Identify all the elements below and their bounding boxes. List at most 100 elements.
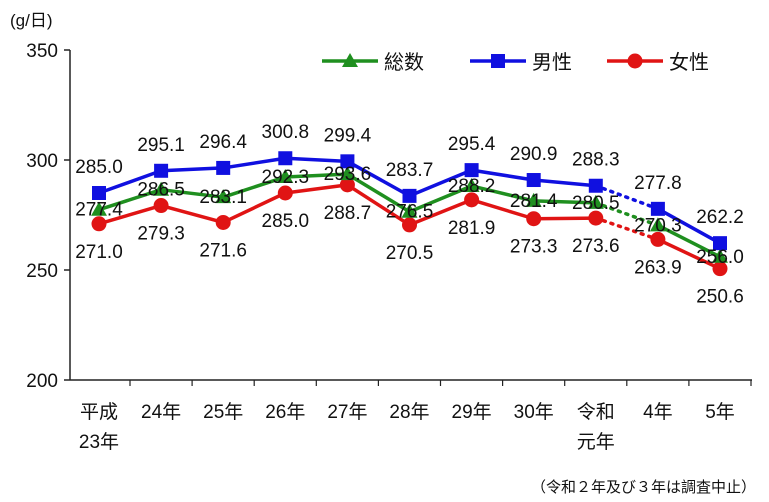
data-label: 262.2 xyxy=(696,207,744,228)
data-point-triangle xyxy=(712,248,728,263)
data-point-triangle xyxy=(525,192,542,207)
data-label: 293.6 xyxy=(324,164,372,185)
data-point-circle xyxy=(402,217,417,233)
data-point-square xyxy=(340,154,355,169)
series-line-総数 xyxy=(408,184,473,214)
x-tick-label: 元年 xyxy=(577,431,615,453)
data-point-square xyxy=(216,160,231,175)
y-tick-label: 250 xyxy=(26,261,58,282)
series-line-女性 xyxy=(594,216,660,242)
data-point-circle xyxy=(339,177,355,193)
series-line-総数 xyxy=(471,184,535,203)
series-line-男性 xyxy=(594,183,660,211)
data-point-circle xyxy=(153,198,169,214)
series-line-男性 xyxy=(222,156,286,170)
data-label: 296.4 xyxy=(199,132,247,153)
x-tick-label: 24年 xyxy=(141,401,181,423)
data-label: 281.4 xyxy=(510,191,558,212)
data-label: 277.4 xyxy=(75,200,123,221)
series-line-女性 xyxy=(533,216,596,221)
y-tick-label: 300 xyxy=(26,151,58,172)
data-label: 299.4 xyxy=(324,125,372,146)
data-point-triangle xyxy=(401,203,418,218)
data-point-circle xyxy=(277,185,293,201)
data-label: 271.0 xyxy=(75,242,123,263)
x-tick-label: 27年 xyxy=(327,401,367,423)
y-tick-label: 350 xyxy=(26,41,58,62)
series-line-女性 xyxy=(285,183,348,195)
data-label: 250.6 xyxy=(696,287,744,308)
data-label: 277.8 xyxy=(634,173,682,194)
series-line-女性 xyxy=(160,203,224,225)
series-line-総数 xyxy=(594,201,660,228)
data-point-triangle xyxy=(277,168,294,183)
data-point-square xyxy=(713,236,727,251)
data-label: 271.6 xyxy=(199,240,247,261)
x-tick-label: 4年 xyxy=(643,401,673,423)
data-point-square xyxy=(402,188,417,203)
data-point-triangle xyxy=(587,194,604,209)
data-point-circle xyxy=(712,261,728,277)
series-line-総数 xyxy=(285,172,348,179)
series-line-男性 xyxy=(657,207,721,245)
data-label: 292.3 xyxy=(262,167,310,188)
x-tick-label: 29年 xyxy=(452,401,492,423)
data-point-square xyxy=(588,178,603,193)
series-line-女性 xyxy=(346,183,411,227)
x-tick-label: 23年 xyxy=(79,431,119,453)
data-label: 263.9 xyxy=(634,257,682,278)
data-label: 288.3 xyxy=(572,150,620,171)
data-label: 286.5 xyxy=(137,180,185,201)
x-tick-label: 平成 xyxy=(80,401,118,423)
data-label: 273.6 xyxy=(572,236,620,257)
data-label: 283.7 xyxy=(386,160,434,181)
data-label: 300.8 xyxy=(262,122,310,143)
series-line-女性 xyxy=(657,237,721,271)
data-label: 288.7 xyxy=(324,203,372,224)
series-line-男性 xyxy=(533,178,596,188)
series-line-男性 xyxy=(161,166,224,173)
data-label: 270.3 xyxy=(634,215,682,236)
x-tick-label: 令和 xyxy=(577,401,615,423)
series-line-総数 xyxy=(222,175,286,199)
data-label: 270.5 xyxy=(386,243,434,264)
data-point-square xyxy=(92,186,106,200)
series-line-女性 xyxy=(471,198,535,221)
legend-circle-marker xyxy=(627,53,643,69)
gap-note: （令和２年及び３年は調査中止） xyxy=(531,479,756,496)
data-label: 285.0 xyxy=(75,157,123,178)
data-label: 281.9 xyxy=(448,218,496,239)
data-label: 273.3 xyxy=(510,237,558,258)
legend-label: 男性 xyxy=(532,51,572,74)
series-line-総数 xyxy=(657,223,721,259)
series-line-女性 xyxy=(408,198,473,227)
data-label: 279.3 xyxy=(137,224,185,245)
series-line-総数 xyxy=(346,172,411,214)
data-label: 290.9 xyxy=(510,144,558,165)
x-tick-label: 5年 xyxy=(705,401,735,423)
series-line-男性 xyxy=(285,156,348,164)
series-line-総数 xyxy=(160,187,224,199)
data-point-circle xyxy=(526,211,542,227)
series-line-男性 xyxy=(346,159,411,198)
x-tick-label: 25年 xyxy=(203,401,243,423)
legend-triangle-marker xyxy=(342,53,358,67)
data-point-triangle xyxy=(649,217,666,232)
data-point-square xyxy=(154,163,169,178)
data-label: 256.0 xyxy=(696,247,744,268)
series-line-総数 xyxy=(98,188,162,212)
series-line-女性 xyxy=(222,191,287,225)
series-line-男性 xyxy=(408,168,473,198)
data-point-circle xyxy=(215,214,231,230)
data-point-circle xyxy=(650,231,666,247)
data-point-triangle xyxy=(215,189,232,204)
data-point-square xyxy=(464,163,479,178)
data-point-square xyxy=(526,173,541,188)
data-point-triangle xyxy=(339,166,356,181)
legend-label: 総数 xyxy=(384,51,424,74)
y-tick-label: 200 xyxy=(26,371,58,392)
data-point-circle xyxy=(91,216,107,232)
series-line-女性 xyxy=(98,203,162,226)
data-label: 285.0 xyxy=(262,211,310,232)
